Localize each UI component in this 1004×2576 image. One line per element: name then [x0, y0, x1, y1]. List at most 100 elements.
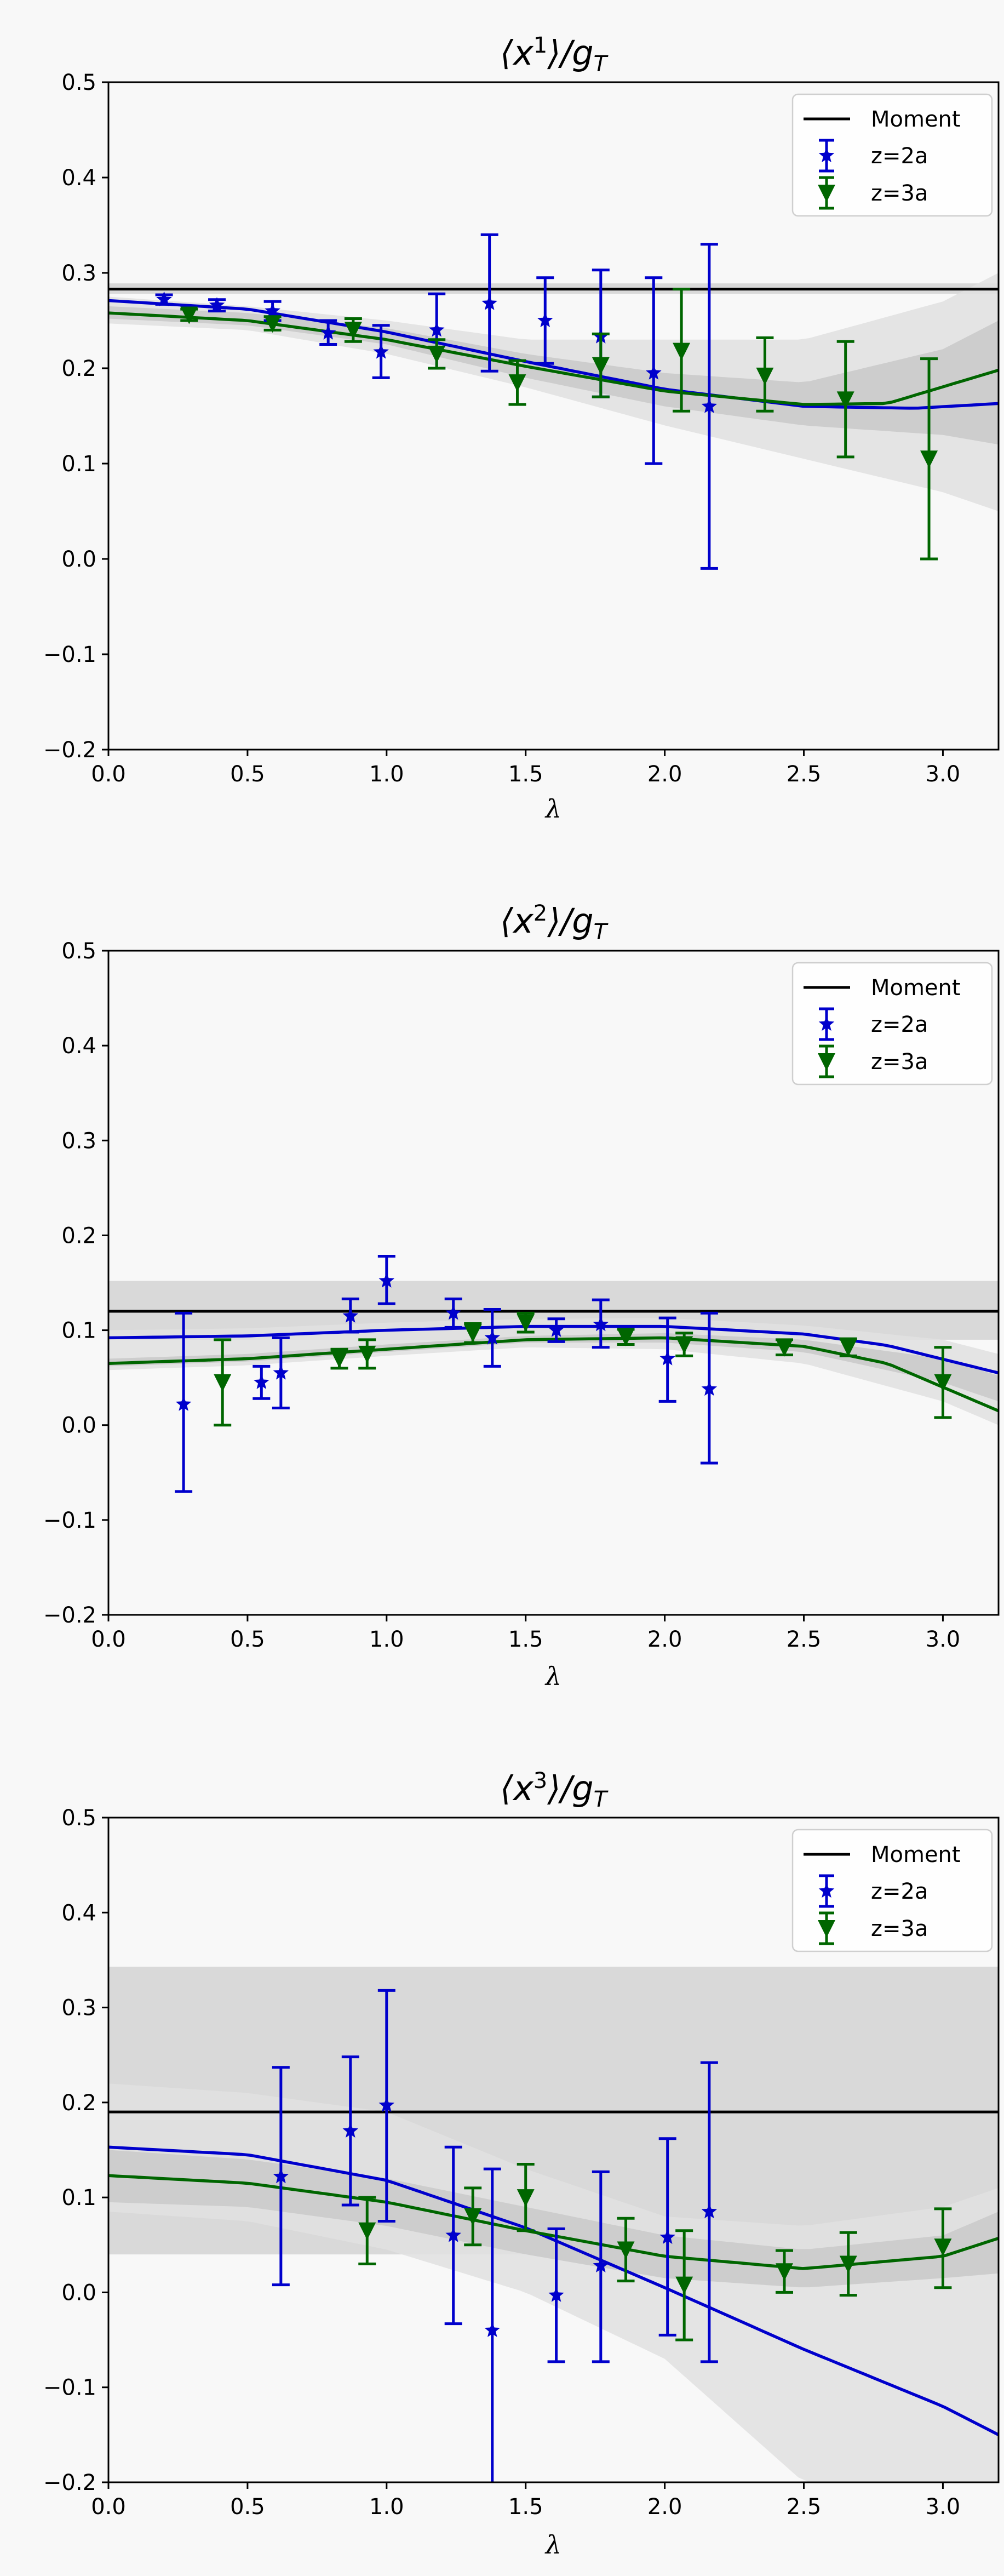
triangle-marker: [464, 2208, 482, 2226]
triangle-marker: [517, 2189, 535, 2207]
legend-triangle-marker: [818, 1920, 835, 1938]
x-tick-label: 3.0: [926, 762, 961, 787]
data-point-z=3a-5: [508, 359, 526, 406]
y-tick-label: 0.1: [61, 452, 96, 477]
y-tick-label: 0.0: [61, 1413, 96, 1438]
y-tick-label: 0.4: [61, 165, 96, 191]
star-marker: [701, 2203, 718, 2219]
chart-title: ⟨x1⟩/gT: [500, 33, 609, 77]
x-tick-label: 2.0: [647, 1627, 682, 1652]
data-point-z=3a-8: [756, 336, 774, 413]
star-marker: [378, 2097, 395, 2112]
legend-triangle-marker: [818, 1053, 835, 1071]
triangle-marker: [592, 357, 610, 375]
data-point-z=2a-1: [272, 2066, 290, 2287]
star-marker: [320, 324, 336, 340]
chart-panel-3: −0.2 −0.1 0.0 0.1 0.2 0.3 0.4 0.5 0.0 0.5 1.0 1.5 2.…: [43, 1768, 1000, 2560]
y-tick-label: 0.5: [61, 939, 96, 964]
title-tail: ⟩/g: [547, 33, 593, 73]
y-tick-label: −0.1: [43, 642, 96, 667]
x-axis-label: λ: [544, 2530, 561, 2560]
star-marker: [484, 1329, 500, 1345]
legend-label-z3a: z=3a: [871, 181, 928, 206]
title-sub: T: [594, 52, 609, 77]
star-marker: [537, 312, 553, 328]
y-tick-label: 0.2: [61, 356, 96, 381]
x-tick-label: 1.0: [369, 1627, 404, 1652]
data-point-z=2a-9: [592, 1298, 610, 1349]
data-point-z=2a-8: [536, 276, 554, 365]
x-tick-label: 2.5: [787, 762, 822, 787]
data-point-z=3a-2: [263, 315, 282, 333]
star-marker: [429, 322, 445, 337]
x-tick-label: 1.0: [369, 762, 404, 787]
triangle-marker: [836, 391, 854, 409]
star-marker: [273, 2168, 289, 2184]
y-tick-label: 0.0: [61, 547, 96, 572]
data-point-z=2a-6: [547, 2227, 565, 2363]
triangle-marker: [508, 374, 526, 392]
data-point-z=2a-8: [658, 2137, 676, 2337]
y-tick-label: −0.1: [43, 2375, 96, 2401]
triangle-marker: [464, 1324, 482, 1343]
y-tick-label: 0.2: [61, 2090, 96, 2116]
data-point-z=2a-4: [319, 319, 337, 346]
plot-frame: [107, 950, 1000, 1616]
fit-line-z=2a: [108, 2145, 999, 2436]
y-tick-label: 0.4: [61, 1033, 96, 1059]
star-marker: [701, 398, 718, 413]
star-marker: [484, 2322, 500, 2337]
triangle-marker: [675, 1336, 693, 1354]
y-tick-label: −0.1: [43, 1508, 96, 1533]
data-point-z=3a-9: [839, 1337, 857, 1357]
star-marker: [445, 2227, 461, 2242]
legend-label-z3a: z=3a: [871, 1916, 928, 1941]
star-marker: [156, 291, 172, 306]
data-point-z=3a-4: [617, 2217, 635, 2283]
data-point-z=2a-8: [547, 1317, 565, 1343]
x-axis-label: λ: [544, 794, 561, 824]
triangle-marker: [617, 2241, 635, 2259]
triangle-marker: [617, 1328, 635, 1346]
star-marker: [593, 2257, 609, 2272]
data-point-z=2a-11: [700, 1311, 718, 1465]
star-marker: [273, 1364, 289, 1380]
data-point-z=3a-1: [214, 1338, 232, 1427]
data-point-z=2a-4: [341, 1297, 359, 1334]
fit-line-z=3a: [108, 311, 999, 406]
y-tick-label: 0.4: [61, 1900, 96, 1926]
fit-band-2: [108, 306, 999, 445]
data-point-z=3a-1: [180, 306, 198, 324]
data-point-z=2a-5: [483, 2167, 501, 2482]
data-point-z=3a-9: [836, 340, 854, 459]
data-point-z=2a-1: [175, 1311, 193, 1493]
triangle-marker: [358, 1345, 376, 1363]
x-tick-label: 1.5: [508, 1627, 543, 1652]
data-point-z=3a-7: [675, 1332, 693, 1357]
data-point-z=3a-7: [839, 2231, 857, 2297]
legend-triangle-marker: [818, 185, 835, 202]
plot-clip-group: [108, 1255, 999, 1493]
star-marker: [646, 364, 662, 380]
star-marker: [481, 295, 497, 310]
star-marker: [175, 1396, 192, 1411]
x-tick-label: 0.0: [91, 1627, 126, 1652]
y-tick-label: 0.2: [61, 1223, 96, 1248]
fit-line-z=2a: [108, 299, 999, 410]
star-marker: [209, 297, 225, 312]
star-marker: [659, 1350, 675, 1366]
triangle-marker: [934, 1374, 952, 1392]
triangle-marker: [214, 1374, 232, 1392]
data-point-z=2a-6: [444, 1297, 462, 1329]
star-marker: [254, 1374, 269, 1389]
star-marker: [373, 344, 389, 359]
data-point-z=2a-4: [444, 2145, 462, 2326]
data-point-z=2a-7: [480, 233, 498, 373]
data-point-z=2a-7: [592, 2170, 610, 2363]
title-power: 3: [533, 1768, 547, 1794]
star-marker: [378, 1272, 395, 1288]
star-marker: [593, 1316, 609, 1332]
y-tick-label: 0.3: [61, 1996, 96, 2021]
triangle-marker: [358, 2222, 376, 2240]
